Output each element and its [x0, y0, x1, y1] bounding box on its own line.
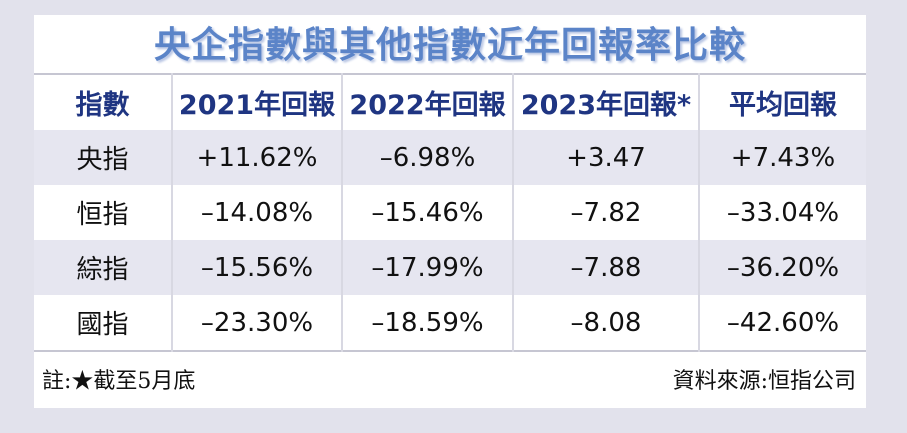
table-row: 國指 –23.30% –18.59% –8.08 –42.60%: [34, 295, 866, 351]
source-note: 資料來源:恒指公司: [672, 368, 856, 394]
chart-title: 央企指數與其他指數近年回報率比較: [153, 24, 746, 66]
table-cell: –23.30%: [172, 295, 343, 351]
table-row: 恒指 –14.08% –15.46% –7.82 –33.04%: [34, 185, 866, 240]
table-row: 央指 +11.62% –6.98% +3.47 +7.43%: [34, 130, 866, 185]
column-header-index: 指數: [34, 74, 173, 130]
table-cell: –8.08: [513, 295, 700, 351]
table-cell: –42.60%: [726, 307, 840, 338]
index-label: 央指: [34, 130, 173, 185]
table-cell: –15.46%: [342, 185, 514, 240]
table-cell: –17.99%: [342, 240, 514, 295]
index-label: 國指: [34, 295, 173, 351]
index-label: 綜指: [34, 240, 173, 295]
footer: 註:★截至5月底 資料來源:恒指公司: [34, 352, 866, 405]
table-cell: –33.04%: [726, 197, 840, 228]
table-row: 綜指 –15.56% –17.99% –7.88 –36.20%: [34, 240, 866, 295]
index-label: 恒指: [34, 185, 173, 240]
table-cell: +7.43%: [730, 142, 836, 173]
table-cell: –36.20%: [726, 252, 840, 283]
table-cell: –7.82: [513, 185, 700, 240]
returns-table: 指數 2021年回報 2022年回報 2023年回報* 平均回報 央指 +11.…: [34, 73, 866, 352]
infographic-card: 央企指數與其他指數近年回報率比較 指數 2021年回報 2022年回報 2023…: [34, 15, 866, 408]
table-cell: –6.98%: [342, 130, 514, 185]
table-cell: +11.62%: [172, 130, 343, 185]
column-header-2023: 2023年回報*: [513, 74, 700, 130]
column-header-average: 平均回報: [729, 90, 837, 121]
column-header-2021: 2021年回報: [172, 74, 343, 130]
table-header-row: 指數 2021年回報 2022年回報 2023年回報* 平均回報: [34, 74, 866, 130]
table-cell: –18.59%: [342, 295, 514, 351]
table-cell: –15.56%: [172, 240, 343, 295]
table-cell: –14.08%: [172, 185, 343, 240]
footnote: 註:★截至5月底: [42, 368, 196, 394]
column-header-2022: 2022年回報: [342, 74, 514, 130]
table-cell: –7.88: [513, 240, 700, 295]
table-cell: +3.47: [513, 130, 700, 185]
